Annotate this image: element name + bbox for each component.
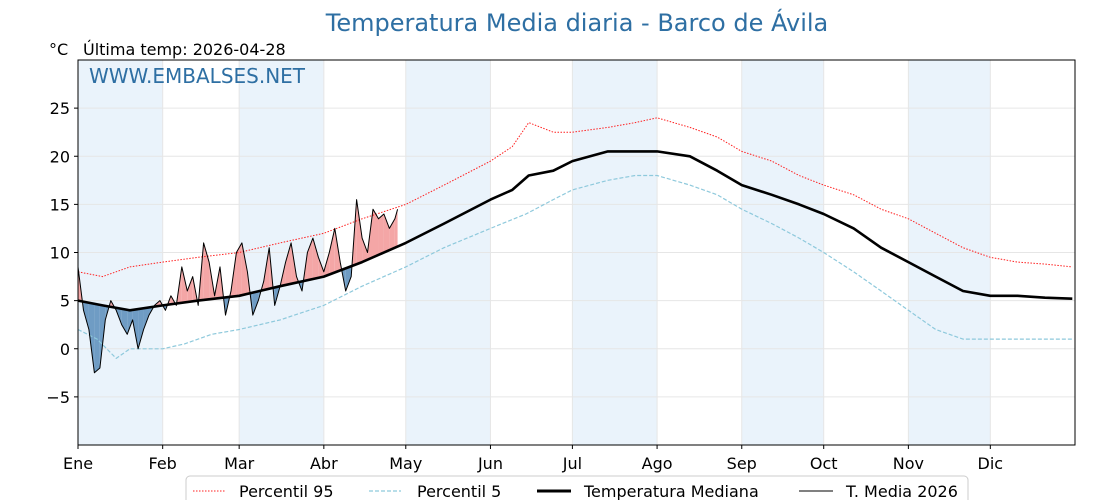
y-tick-label: 15	[50, 195, 70, 214]
fill-above	[236, 242, 242, 297]
median-line	[77, 150, 1073, 312]
fill-above	[187, 276, 193, 303]
legend: Percentil 95 Percentil 5 Temperatura Med…	[185, 475, 969, 500]
y-tick-label: 20	[50, 147, 70, 166]
fill-above	[373, 209, 379, 258]
subtitle: Última temp: 2026-04-28	[83, 40, 286, 59]
fill-above	[329, 228, 335, 275]
fill-below	[132, 309, 139, 349]
x-tick-label: Jul	[562, 454, 582, 473]
x-tick-label: Oct	[810, 454, 838, 473]
fill-above	[394, 209, 398, 248]
fill-above	[181, 266, 188, 303]
fill-above	[318, 257, 324, 278]
legend-label-current: T. Media 2026	[845, 482, 958, 500]
fill-above	[241, 242, 248, 296]
legend-label-p5: Percentil 5	[417, 482, 501, 500]
fill-above	[356, 199, 363, 265]
percentil-95-line	[77, 117, 1073, 278]
fill-below	[252, 291, 259, 316]
x-axis: Ene Feb Mar Abr May Jun Jul Ago Sep Oct Nov Dic	[63, 445, 1003, 473]
legend-box	[185, 475, 969, 500]
fill-above	[383, 214, 390, 253]
fill-above	[203, 242, 210, 300]
x-tick-label: Ene	[63, 454, 93, 473]
x-tick-label: Dic	[978, 454, 1004, 473]
y-tick-label: 25	[50, 99, 70, 118]
y-tick-label: 0	[60, 340, 70, 359]
series-lines	[77, 117, 1073, 374]
percentil-5-line	[77, 174, 1073, 359]
fill-above	[362, 238, 368, 263]
fill-above	[307, 238, 313, 281]
y-tick-label: 5	[60, 292, 70, 311]
fill-below	[94, 303, 100, 373]
fill-below	[88, 302, 95, 373]
fill-below	[121, 308, 128, 335]
fill-below	[143, 307, 150, 330]
current-year-line	[77, 199, 399, 374]
unit-label: °C	[49, 40, 68, 59]
fill-above	[378, 214, 384, 255]
x-tick-label: May	[389, 454, 422, 473]
fill-above	[312, 238, 319, 279]
watermark: WWW.EMBALSES.NET	[89, 64, 306, 88]
fill-below	[83, 301, 89, 330]
x-tick-label: Ago	[642, 454, 673, 473]
x-tick-label: Feb	[149, 454, 177, 473]
fill-above	[285, 242, 292, 285]
legend-label-p95: Percentil 95	[239, 482, 334, 500]
x-tick-label: Sep	[727, 454, 757, 473]
fill-below	[138, 308, 144, 349]
fill-below	[127, 309, 133, 335]
chart-title: Temperatura Media diaria - Barco de Ávil…	[325, 8, 829, 37]
x-tick-label: Mar	[224, 454, 255, 473]
fill-below	[345, 266, 352, 291]
x-tick-label: Abr	[310, 454, 338, 473]
y-tick-label: 10	[50, 244, 70, 263]
grid	[77, 60, 1075, 445]
y-tick-label: −5	[46, 388, 70, 407]
x-tick-label: Nov	[893, 454, 924, 473]
x-tick-label: Jun	[477, 454, 503, 473]
y-axis: 25 20 15 10 5 0 −5	[46, 99, 78, 407]
legend-label-median: Temperatura Mediana	[583, 482, 759, 500]
